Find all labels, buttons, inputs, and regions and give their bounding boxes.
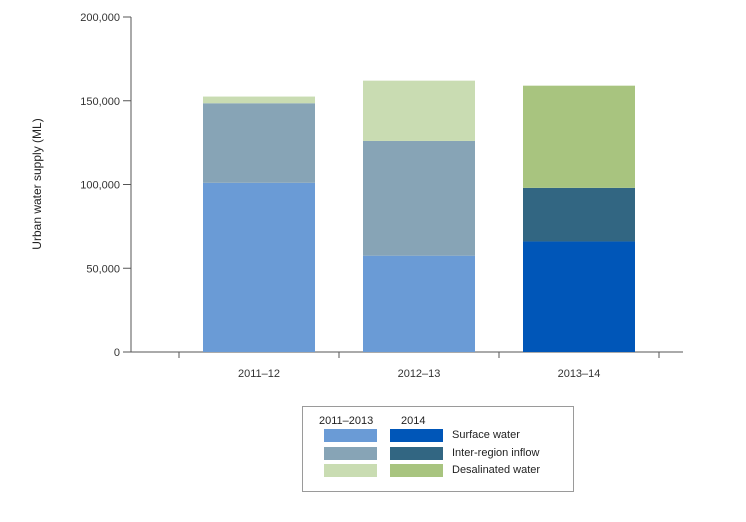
- y-tick-label: 50,000: [86, 263, 120, 275]
- legend-swatch-surface-water-2014: [390, 429, 443, 442]
- x-tick-label: 2011–12: [238, 368, 280, 380]
- bar-segment-surface-water-2: [523, 241, 635, 352]
- bar-segment-desalinated-water-1: [363, 80, 475, 141]
- bar-segment-surface-water-0: [203, 182, 315, 352]
- bar-segment-surface-water-1: [363, 255, 475, 352]
- bars: [203, 80, 635, 352]
- y-tick-label: 150,000: [80, 96, 120, 108]
- bar-segment-inter-region-inflow-2: [523, 187, 635, 242]
- bar-segment-inter-region-inflow-1: [363, 140, 475, 256]
- x-tick-label: 2012–13: [398, 368, 441, 380]
- y-tick-label: 100,000: [80, 180, 120, 192]
- legend-column-header-2014: 2014: [401, 415, 426, 427]
- x-tick-label: 2013–14: [558, 368, 601, 380]
- bar-segment-desalinated-water-0: [203, 96, 315, 104]
- y-tick-label: 200,000: [80, 12, 120, 24]
- legend-column-header-2011-2013: 2011–2013: [319, 415, 374, 427]
- legend-label-surface-water: Surface water: [452, 429, 520, 441]
- x-axis: 2011–12 2012–13 2013–14: [131, 351, 683, 380]
- legend-swatch-desalinated-water-2014: [390, 464, 443, 477]
- legend: 2011–2013 2014 Surface water Inter-regio…: [302, 406, 574, 492]
- legend-swatch-surface-water-2011-2013: [324, 429, 377, 442]
- y-axis: 0 50,000 100,000 150,000 200,000: [80, 12, 132, 359]
- legend-swatch-inter-region-inflow-2011-2013: [324, 447, 377, 460]
- legend-swatch-inter-region-inflow-2014: [390, 447, 443, 460]
- bar-segment-desalinated-water-2: [523, 85, 635, 188]
- legend-label-desalinated-water: Desalinated water: [452, 464, 541, 476]
- y-tick-label: 0: [114, 347, 120, 359]
- legend-swatch-desalinated-water-2011-2013: [324, 464, 377, 477]
- bar-segment-inter-region-inflow-0: [203, 103, 315, 183]
- y-axis-label: Urban water supply (ML): [30, 118, 44, 249]
- legend-label-inter-region-inflow: Inter-region inflow: [452, 447, 540, 459]
